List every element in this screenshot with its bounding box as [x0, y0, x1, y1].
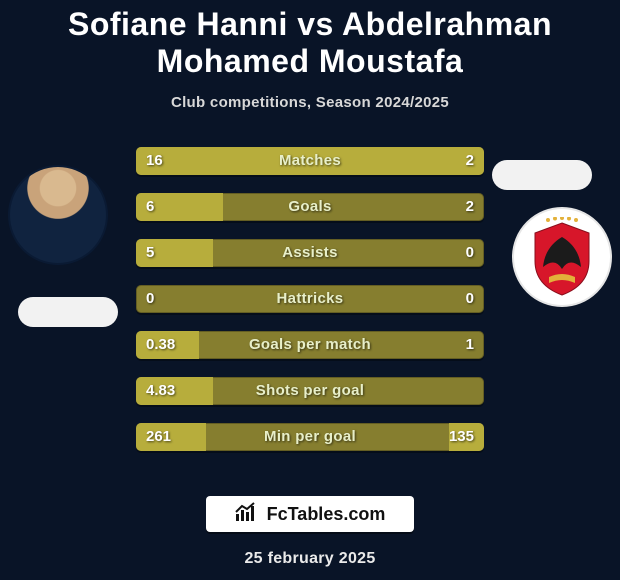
stat-value-right: 0	[466, 285, 474, 313]
stat-label: Hattricks	[136, 285, 484, 313]
stat-row: 0Hattricks0	[136, 285, 484, 313]
stat-value-right: 2	[466, 147, 474, 175]
stat-label: Goals per match	[136, 331, 484, 359]
stat-row: 16Matches2	[136, 147, 484, 175]
avatar-left	[8, 165, 108, 265]
stat-row: 261Min per goal135	[136, 423, 484, 451]
stat-value-right: 1	[466, 331, 474, 359]
date-text: 25 february 2025	[0, 550, 620, 568]
stat-row: 4.83Shots per goal	[136, 377, 484, 405]
stat-value-right: 0	[466, 239, 474, 267]
stat-row: 5Assists0	[136, 239, 484, 267]
brand-text: FcTables.com	[267, 504, 386, 525]
brand-chart-icon	[235, 502, 259, 527]
brand-badge: FcTables.com	[206, 496, 414, 532]
stat-label: Min per goal	[136, 423, 484, 451]
flag-left	[18, 297, 118, 327]
stat-label: Assists	[136, 239, 484, 267]
club-crest-icon	[527, 217, 597, 297]
stat-bars: 16Matches26Goals25Assists00Hattricks00.3…	[136, 147, 484, 451]
page-title: Sofiane Hanni vs Abdelrahman Mohamed Mou…	[0, 0, 620, 80]
flag-right	[492, 160, 592, 190]
stat-label: Shots per goal	[136, 377, 484, 405]
subtitle: Club competitions, Season 2024/2025	[0, 94, 620, 111]
stat-label: Goals	[136, 193, 484, 221]
stat-row: 6Goals2	[136, 193, 484, 221]
comparison-arena: 16Matches26Goals25Assists00Hattricks00.3…	[0, 147, 620, 487]
avatar-right	[512, 207, 612, 307]
stat-label: Matches	[136, 147, 484, 175]
stat-value-right: 135	[449, 423, 474, 451]
stat-value-right: 2	[466, 193, 474, 221]
stat-row: 0.38Goals per match1	[136, 331, 484, 359]
